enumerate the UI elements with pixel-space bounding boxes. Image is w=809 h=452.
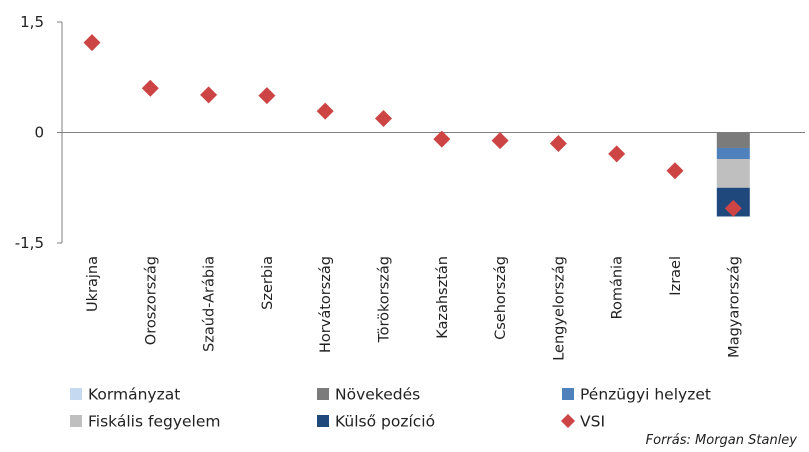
legend-label: Külső pozíció [335,413,435,431]
legend-swatch [70,415,82,427]
vsi-point [433,130,451,148]
bar-segment-p-nz-gyi-helyzet [716,147,750,160]
category-label: Törökország [377,256,393,343]
vsi-point [141,79,159,97]
vsi-point [724,199,742,217]
legend-label: Fiskális fegyelem [88,413,220,431]
legend-swatch [317,388,329,400]
legend-marker [561,414,575,428]
vsi-points [83,34,742,217]
category-label: Oroszország [143,256,159,345]
legend-label: Kormányzat [88,386,180,404]
vsi-point [549,135,567,153]
y-tick-label: 0 [34,124,44,142]
chart-axes: 1,5 0 -1,5 [15,13,805,252]
vsi-point [375,110,392,128]
category-label: Horvátország [318,256,334,353]
legend-label: Pénzügyi helyzet [580,386,711,404]
category-label: Csehország [493,256,509,340]
vsi-point [83,34,101,52]
legend-swatch [317,415,329,427]
legend: Kormányzat Növekedés Pénzügyi helyzet Fiská… [70,386,711,431]
vsi-point [666,162,684,180]
legend-swatch [70,388,82,400]
vsi-point [608,145,626,163]
vsi-point [200,86,218,104]
category-label: Kazahsztán [435,256,451,339]
vsi-point [316,102,334,120]
bar-segment-n-veked-s [716,132,750,148]
vsi-point [258,87,276,105]
category-label: Szaúd-Arábia [202,256,218,352]
category-label: Lengyelország [551,256,567,361]
category-label: Izrael [668,256,684,296]
category-label: Ukrajna [85,256,101,312]
y-tick-label: -1,5 [15,234,44,252]
legend-label: VSI [580,413,605,431]
legend-swatch [562,388,574,400]
legend-label: Növekedés [335,386,420,404]
category-label: Magyarország [726,256,742,358]
category-labels: Ukrajna Oroszország Szaúd-Arábia Szerbia Hor… [85,256,742,361]
category-label: Szerbia [260,256,276,310]
y-tick-label: 1,5 [20,13,44,31]
stacked-bar-group [716,132,750,217]
category-label: Románia [610,256,626,319]
source-note: Forrás: Morgan Stanley [646,433,798,448]
bar-segment-fisk-lis-fegyelem [716,159,750,188]
vsi-point [491,132,509,150]
